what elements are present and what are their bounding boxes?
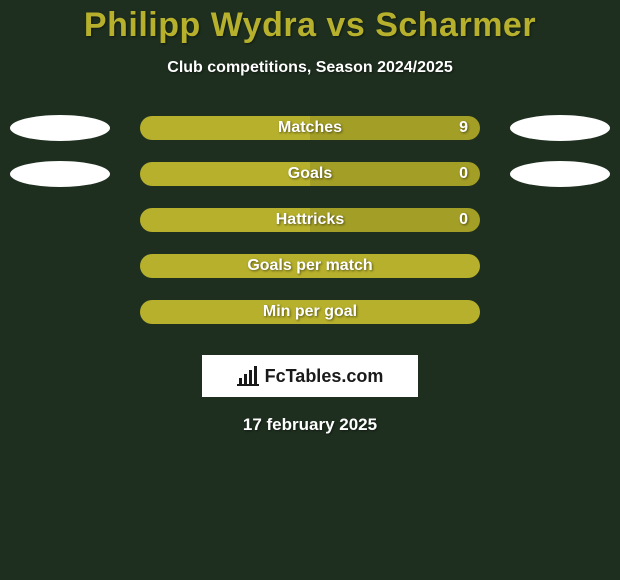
stat-bar: Goals per match — [140, 254, 480, 278]
stat-row: Hattricks0 — [0, 197, 620, 243]
right-ellipse — [510, 161, 610, 187]
stat-bar: Hattricks0 — [140, 208, 480, 232]
page-title: Philipp Wydra vs Scharmer — [0, 0, 620, 45]
right-ellipse — [510, 115, 610, 141]
bar-left-fill — [140, 162, 310, 186]
bar-right-fill — [310, 162, 480, 186]
chart-icon — [237, 366, 259, 386]
bar-left-fill — [140, 300, 480, 324]
stat-bar: Matches9 — [140, 116, 480, 140]
date-text: 17 february 2025 — [0, 415, 620, 435]
stat-row: Min per goal — [0, 289, 620, 335]
stat-rows: Matches9 Goals0 Hattricks0 Goals per match M… — [0, 105, 620, 335]
bar-left-fill — [140, 254, 480, 278]
source-badge-text: FcTables.com — [265, 366, 384, 387]
stat-row: Goals per match — [0, 243, 620, 289]
subtitle: Club competitions, Season 2024/2025 — [0, 59, 620, 77]
bar-left-fill — [140, 208, 310, 232]
bar-left-fill — [140, 116, 310, 140]
stat-row: Goals0 — [0, 151, 620, 197]
stat-bar: Goals0 — [140, 162, 480, 186]
stat-bar: Min per goal — [140, 300, 480, 324]
bar-right-fill — [310, 116, 480, 140]
source-badge: FcTables.com — [202, 355, 418, 397]
comparison-infographic: Philipp Wydra vs Scharmer Club competiti… — [0, 0, 620, 580]
left-ellipse — [10, 161, 110, 187]
stat-row: Matches9 — [0, 105, 620, 151]
bar-right-fill — [310, 208, 480, 232]
left-ellipse — [10, 115, 110, 141]
